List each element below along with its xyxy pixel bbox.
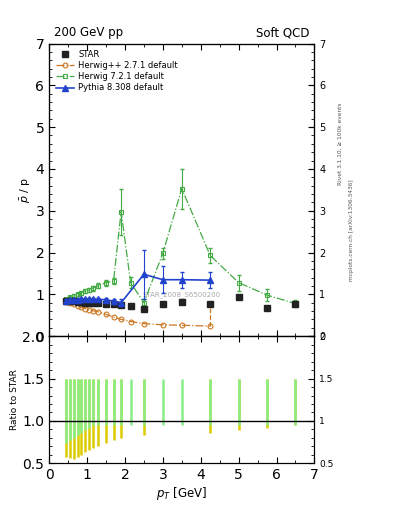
Y-axis label: Ratio to STAR: Ratio to STAR	[11, 369, 20, 430]
Text: mcplots.cern.ch [arXiv:1306.3436]: mcplots.cern.ch [arXiv:1306.3436]	[349, 180, 354, 281]
Y-axis label: $\bar{p}$ / p: $\bar{p}$ / p	[18, 177, 33, 203]
Legend: STAR, Herwig++ 2.7.1 default, Herwig 7.2.1 default, Pythia 8.308 default: STAR, Herwig++ 2.7.1 default, Herwig 7.2…	[53, 48, 180, 95]
Text: Rivet 3.1.10, ≥ 100k events: Rivet 3.1.10, ≥ 100k events	[338, 102, 342, 185]
Text: 200 GeV pp: 200 GeV pp	[54, 26, 123, 39]
X-axis label: $p_{T}$ [GeV]: $p_{T}$ [GeV]	[156, 485, 208, 502]
Text: Soft QCD: Soft QCD	[255, 26, 309, 39]
Text: STAR_2008_S6500200: STAR_2008_S6500200	[143, 291, 221, 298]
